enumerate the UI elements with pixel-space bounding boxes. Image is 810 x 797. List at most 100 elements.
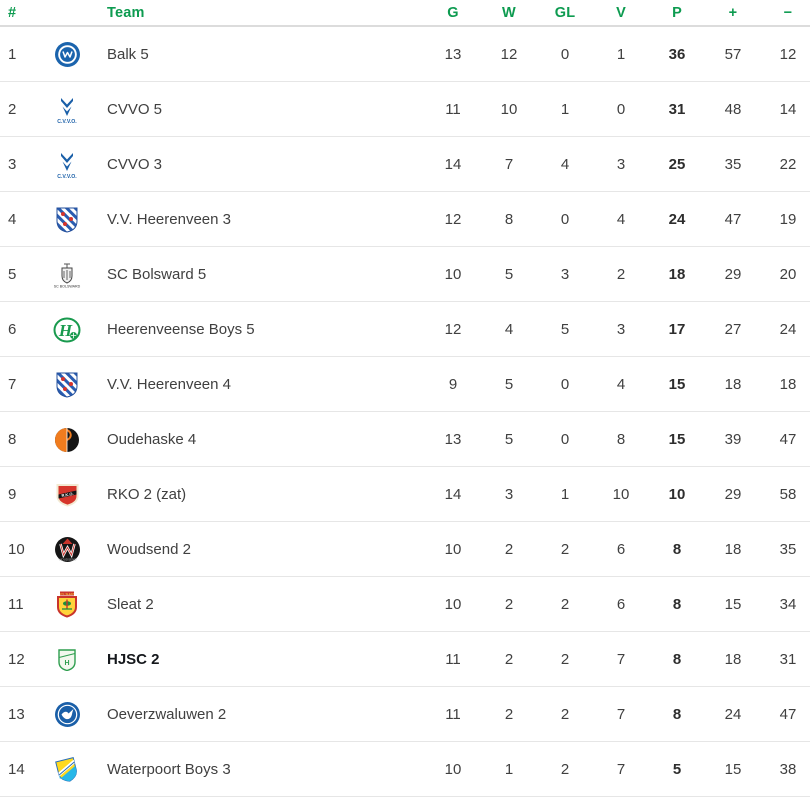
table-row[interactable]: 9 R.K.O. RKO 2 (zat) 14 3 1 10 10 29 58 [0, 467, 810, 522]
table-row[interactable]: 11 V.V. SLEAT Sleat 2 10 2 2 6 8 15 34 [0, 577, 810, 632]
table-row[interactable]: 12 H HJSC 2 11 2 2 7 8 18 31 [0, 632, 810, 687]
goals-for-cell: 15 [724, 761, 742, 778]
played-cell: 12 [444, 211, 462, 228]
lost-cell: 7 [616, 706, 626, 723]
drawn-cell: 2 [560, 706, 570, 723]
svg-text:R.K.O.: R.K.O. [61, 490, 74, 497]
drawn-cell: 2 [560, 596, 570, 613]
col-header-goals-against: − [783, 4, 793, 21]
goals-against-cell: 38 [779, 761, 797, 778]
team-name: Sleat 2 [107, 596, 154, 613]
col-header-team: Team [107, 4, 145, 21]
won-cell: 12 [500, 46, 518, 63]
table-row[interactable]: 6 H Heerenveense Boys 5 12 4 5 3 17 27 2… [0, 302, 810, 357]
position-cell: 4 [8, 211, 17, 228]
played-cell: 10 [444, 541, 462, 558]
goals-for-cell: 18 [724, 376, 742, 393]
points-cell: 24 [668, 211, 686, 228]
table-row[interactable]: 4 V.V. Heerenveen 3 12 8 0 4 24 47 19 [0, 192, 810, 247]
won-cell: 7 [504, 156, 514, 173]
points-cell: 8 [672, 596, 682, 613]
table-body: 1 Balk 5 13 12 0 1 36 57 12 2 C.V.V.O. C… [0, 27, 810, 797]
position-cell: 8 [8, 431, 17, 448]
won-cell: 5 [504, 431, 514, 448]
col-header-drawn: GL [554, 4, 576, 21]
won-cell: 5 [504, 266, 514, 283]
points-cell: 36 [668, 46, 686, 63]
drawn-cell: 2 [560, 541, 570, 558]
goals-against-cell: 47 [779, 431, 797, 448]
bolsward-crest-icon: SC BOLSWARD [40, 247, 94, 302]
team-name: Balk 5 [107, 46, 149, 63]
table-row[interactable]: 10 WOUDSEND Woudsend 2 10 2 2 6 8 18 35 [0, 522, 810, 577]
points-cell: 18 [668, 266, 686, 283]
won-cell: 2 [504, 706, 514, 723]
team-name: Oeverzwaluwen 2 [107, 706, 227, 723]
lost-cell: 3 [616, 321, 626, 338]
position-cell: 11 [8, 596, 24, 613]
played-cell: 14 [444, 156, 462, 173]
goals-against-cell: 47 [779, 706, 797, 723]
table-row[interactable]: 7 V.V. Heerenveen 4 9 5 0 4 15 18 18 [0, 357, 810, 412]
svg-text:H: H [58, 321, 73, 340]
balk-crest-icon [40, 27, 94, 82]
won-cell: 2 [504, 651, 514, 668]
played-cell: 14 [444, 486, 462, 503]
goals-for-cell: 48 [724, 101, 742, 118]
oeverzwaluwen-crest-icon [40, 687, 94, 742]
drawn-cell: 4 [560, 156, 570, 173]
drawn-cell: 2 [560, 761, 570, 778]
goals-for-cell: 47 [724, 211, 742, 228]
table-row[interactable]: 3 C.V.V.O. CVVO 3 14 7 4 3 25 35 22 [0, 137, 810, 192]
drawn-cell: 0 [560, 211, 570, 228]
col-header-lost: V [616, 4, 626, 21]
lost-cell: 2 [616, 266, 626, 283]
table-row[interactable]: 5 SC BOLSWARD SC Bolsward 5 10 5 3 2 18 … [0, 247, 810, 302]
drawn-cell: 0 [560, 46, 570, 63]
col-header-position: # [8, 4, 17, 21]
lost-cell: 10 [612, 486, 630, 503]
lost-cell: 8 [616, 431, 626, 448]
goals-for-cell: 29 [724, 486, 742, 503]
drawn-cell: 2 [560, 651, 570, 668]
goals-against-cell: 14 [779, 101, 797, 118]
goals-against-cell: 20 [779, 266, 797, 283]
table-row[interactable]: 2 C.V.V.O. CVVO 5 11 10 1 0 31 48 14 [0, 82, 810, 137]
points-cell: 8 [672, 651, 682, 668]
goals-for-cell: 24 [724, 706, 742, 723]
goals-against-cell: 58 [779, 486, 797, 503]
heerenveense-boys-crest-icon: H [40, 302, 94, 357]
table-row[interactable]: 13 Oeverzwaluwen 2 11 2 2 7 8 24 47 [0, 687, 810, 742]
points-cell: 15 [668, 431, 686, 448]
position-cell: 2 [8, 101, 17, 118]
lost-cell: 7 [616, 761, 626, 778]
played-cell: 11 [445, 101, 461, 118]
played-cell: 12 [444, 321, 462, 338]
points-cell: 8 [672, 541, 682, 558]
sleat-crest-icon: V.V. SLEAT [40, 577, 94, 632]
goals-for-cell: 39 [724, 431, 742, 448]
played-cell: 13 [444, 46, 462, 63]
goals-for-cell: 27 [724, 321, 742, 338]
points-cell: 17 [668, 321, 686, 338]
team-name: V.V. Heerenveen 4 [107, 376, 231, 393]
goals-against-cell: 31 [779, 651, 797, 668]
table-row[interactable]: 14 Waterpoort Boys 3 10 1 2 7 5 15 38 [0, 742, 810, 797]
hjsc-crest-icon: H [40, 632, 94, 687]
woudsend-crest-icon: WOUDSEND [40, 522, 94, 577]
points-cell: 25 [668, 156, 686, 173]
svg-text:C.V.V.O.: C.V.V.O. [57, 174, 77, 180]
table-row[interactable]: 1 Balk 5 13 12 0 1 36 57 12 [0, 27, 810, 82]
drawn-cell: 5 [560, 321, 570, 338]
cvvo-crest-icon: C.V.V.O. [40, 137, 94, 192]
played-cell: 13 [444, 431, 462, 448]
goals-for-cell: 18 [724, 651, 742, 668]
team-name: Waterpoort Boys 3 [107, 761, 231, 778]
table-row[interactable]: 8 Oudehaske 4 13 5 0 8 15 39 47 [0, 412, 810, 467]
lost-cell: 0 [616, 101, 626, 118]
svg-text:V.V. SLEAT: V.V. SLEAT [60, 592, 74, 596]
goals-for-cell: 57 [724, 46, 742, 63]
won-cell: 1 [504, 761, 514, 778]
won-cell: 10 [500, 101, 518, 118]
col-header-won: W [502, 4, 516, 21]
